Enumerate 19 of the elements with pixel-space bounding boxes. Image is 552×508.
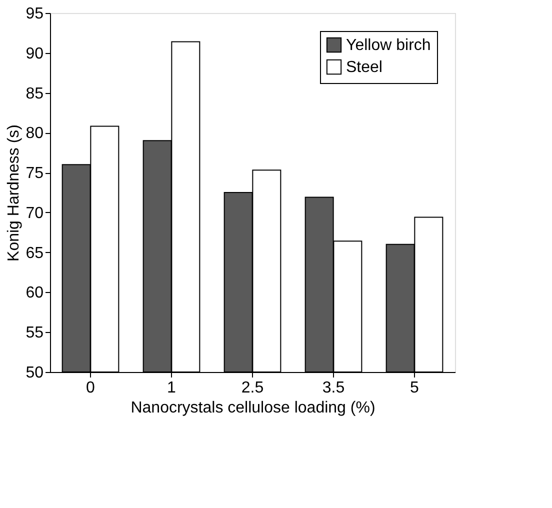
y-tick-label: 75 bbox=[26, 165, 44, 182]
x-tick-label: 1 bbox=[167, 380, 176, 396]
x-axis-title: Nanocrystals cellulose loading (%) bbox=[130, 400, 376, 416]
y-tick-label: 95 bbox=[26, 6, 44, 22]
y-tick-label: 60 bbox=[26, 284, 44, 302]
x-tick-label: 5 bbox=[410, 380, 420, 396]
y-axis-title: Konig Hardness (s) bbox=[6, 124, 23, 262]
y-tick-label: 65 bbox=[26, 244, 44, 262]
legend-label: Yellow birch bbox=[346, 37, 431, 54]
y-tick-label: 70 bbox=[26, 204, 44, 222]
y-tick-label: 55 bbox=[26, 324, 44, 342]
y-tick-label: 85 bbox=[26, 85, 44, 102]
y-tick-label: 50 bbox=[26, 364, 44, 382]
x-tick-label: 3.5 bbox=[322, 380, 345, 396]
x-tick-label: 2.5 bbox=[241, 380, 264, 396]
y-tick-label: 80 bbox=[26, 125, 44, 142]
y-tick-label: 90 bbox=[26, 45, 44, 62]
x-tick-label: 0 bbox=[86, 380, 96, 396]
legend-label: Steel bbox=[346, 59, 382, 76]
